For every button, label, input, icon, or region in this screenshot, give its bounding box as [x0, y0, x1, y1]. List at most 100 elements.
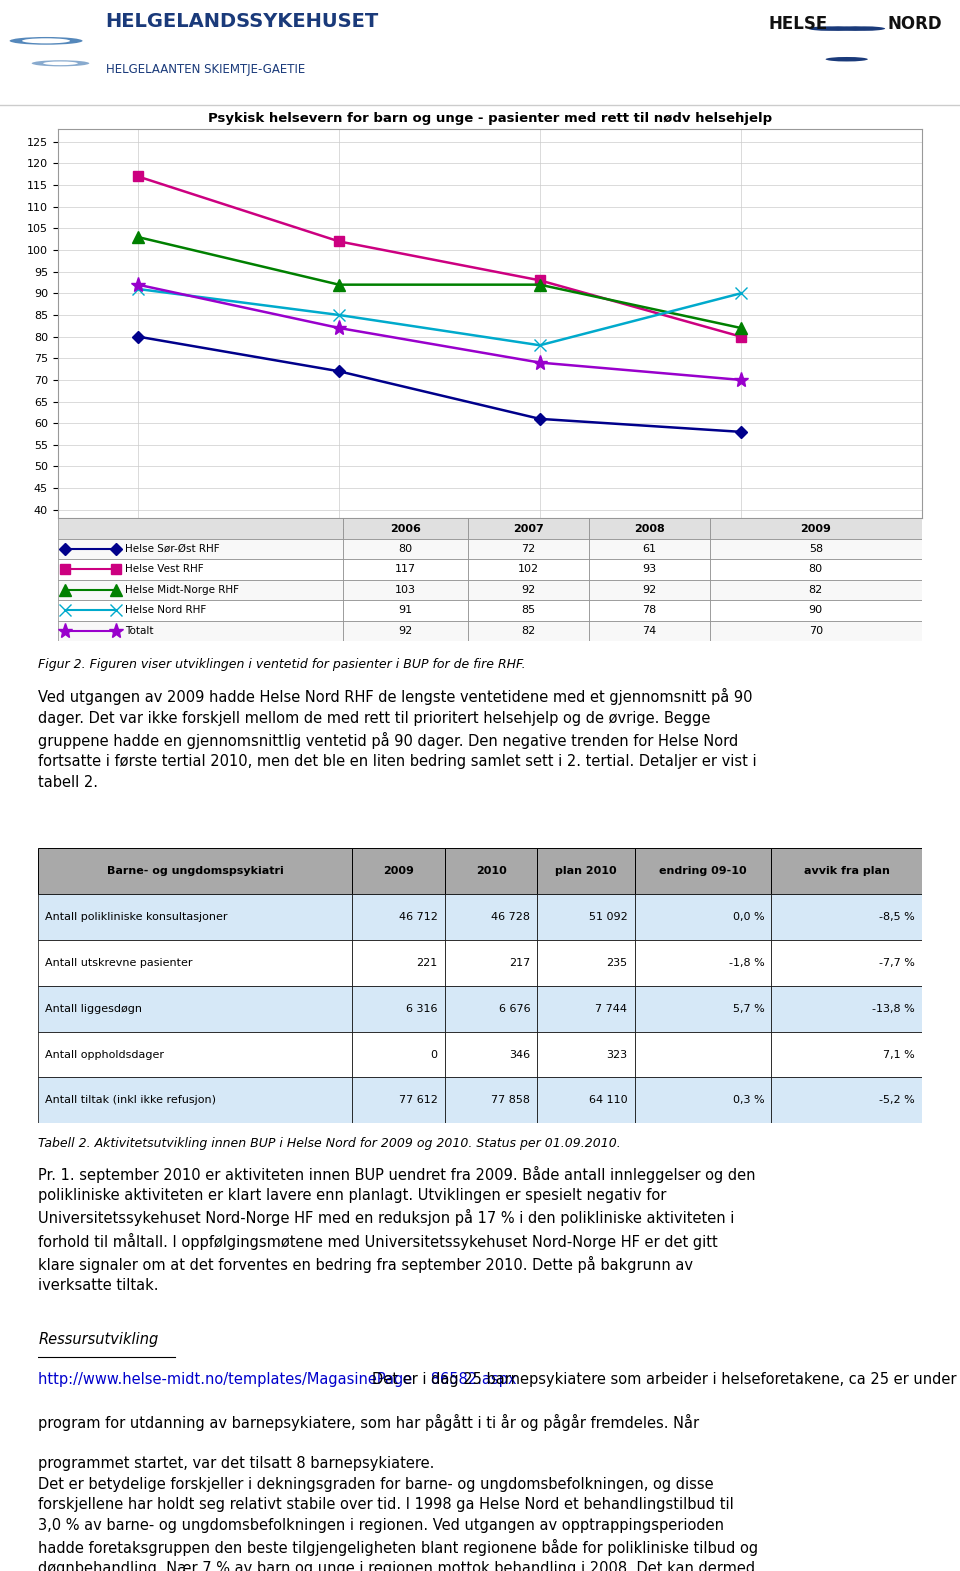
Text: 77 612: 77 612 [398, 1095, 438, 1106]
Text: 92: 92 [642, 584, 657, 595]
Bar [444, 1032, 538, 1078]
Text: http://www.helse-midt.no/templates/MagasinePage    86582.aspx: http://www.helse-midt.no/templates/Magas… [38, 1373, 516, 1387]
Bar [588, 539, 709, 559]
Helse Vest RHF [534, 270, 545, 289]
Circle shape [10, 38, 83, 44]
Bar [709, 518, 922, 539]
Text: program for utdanning av barnepsykiatere, som har pågått i ti år og pågår fremde: program for utdanning av barnepsykiatere… [38, 1414, 700, 1431]
Totalt [132, 275, 144, 294]
Text: 78: 78 [642, 605, 657, 616]
Helse Nord RHF [132, 280, 144, 298]
Bar [343, 621, 468, 641]
Bar [772, 848, 922, 894]
Bar [343, 600, 468, 621]
Text: -13,8 %: -13,8 % [872, 1004, 915, 1013]
Text: 346: 346 [509, 1049, 530, 1059]
Text: 77 858: 77 858 [492, 1095, 530, 1106]
Text: 103: 103 [395, 584, 416, 595]
Bar [588, 559, 709, 580]
Bar [538, 894, 635, 939]
Text: 0: 0 [431, 1049, 438, 1059]
Text: 51 092: 51 092 [588, 913, 628, 922]
Text: -5,2 %: -5,2 % [878, 1095, 915, 1106]
Text: NORD: NORD [887, 16, 942, 33]
Bar [635, 1032, 772, 1078]
Text: 2008: 2008 [634, 523, 665, 534]
Text: 80: 80 [398, 544, 413, 555]
Text: Ved utgangen av 2009 hadde Helse Nord RHF de lengste ventetidene med et gjennoms: Ved utgangen av 2009 hadde Helse Nord RH… [38, 688, 757, 790]
Text: Antall oppholdsdager: Antall oppholdsdager [45, 1049, 164, 1059]
Text: 6 676: 6 676 [498, 1004, 530, 1013]
Text: 64 110: 64 110 [588, 1095, 628, 1106]
Text: HELGELANDSSYKEHUSET: HELGELANDSSYKEHUSET [106, 13, 379, 31]
Bar [58, 600, 343, 621]
Text: 5,7 %: 5,7 % [732, 1004, 764, 1013]
Text: Helse Nord RHF: Helse Nord RHF [125, 605, 206, 616]
Text: programmet startet, var det tilsatt 8 barnepsykiatere.: programmet startet, var det tilsatt 8 ba… [38, 1456, 435, 1470]
Circle shape [22, 38, 70, 44]
Bar [709, 559, 922, 580]
Bar [635, 894, 772, 939]
Bar [58, 621, 343, 641]
Bar [352, 1032, 444, 1078]
Bar [588, 580, 709, 600]
Text: 6 316: 6 316 [406, 1004, 438, 1013]
Bar [352, 848, 444, 894]
Helse Nord RHF [534, 336, 545, 355]
Bar [635, 987, 772, 1032]
Bar [709, 621, 922, 641]
Bar [38, 939, 352, 987]
Text: 46 728: 46 728 [492, 913, 530, 922]
Text: 7 744: 7 744 [595, 1004, 628, 1013]
Text: Barne- og ungdomspsykiatri: Barne- og ungdomspsykiatri [107, 866, 283, 877]
Bar [588, 621, 709, 641]
Text: Helse Vest RHF: Helse Vest RHF [125, 564, 204, 575]
Text: 7,1 %: 7,1 % [883, 1049, 915, 1059]
Helse Midt-Norge RHF [132, 228, 144, 247]
Text: 117: 117 [395, 564, 416, 575]
Helse Sør-Øst RHF [132, 327, 144, 346]
Text: 93: 93 [642, 564, 657, 575]
Helse Nord RHF [333, 305, 345, 324]
Text: 85: 85 [521, 605, 536, 616]
Text: 217: 217 [509, 958, 530, 968]
Bar [38, 848, 352, 894]
Circle shape [808, 27, 851, 31]
Helse Vest RHF [132, 167, 144, 185]
Bar [58, 580, 343, 600]
Text: Antall polikliniske konsultasjoner: Antall polikliniske konsultasjoner [45, 913, 228, 922]
Bar [352, 987, 444, 1032]
Text: -7,7 %: -7,7 % [878, 958, 915, 968]
Text: 92: 92 [398, 625, 413, 636]
Circle shape [43, 61, 78, 64]
Helse Sør-Øst RHF [333, 361, 345, 380]
Bar [635, 1078, 772, 1123]
Text: 90: 90 [808, 605, 823, 616]
Line: Totalt: Totalt [131, 276, 749, 388]
Bar [352, 1078, 444, 1123]
Text: Figur 2. Figuren viser utviklingen i ventetid for pasienter i BUP for de fire RH: Figur 2. Figuren viser utviklingen i ven… [38, 658, 526, 671]
Text: 2010: 2010 [475, 866, 507, 877]
Text: plan 2010: plan 2010 [555, 866, 616, 877]
Text: 92: 92 [521, 584, 536, 595]
Helse Midt-Norge RHF [735, 319, 747, 338]
Bar [538, 848, 635, 894]
Bar [352, 939, 444, 987]
Line: Helse Midt-Norge RHF: Helse Midt-Norge RHF [132, 231, 746, 333]
Text: Tabell 2. Aktivitetsutvikling innen BUP i Helse Nord for 2009 og 2010. Status pe: Tabell 2. Aktivitetsutvikling innen BUP … [38, 1137, 621, 1150]
Bar [468, 600, 588, 621]
Text: -8,5 %: -8,5 % [878, 913, 915, 922]
Bar [588, 600, 709, 621]
Line: Helse Sør-Øst RHF: Helse Sør-Øst RHF [133, 333, 745, 437]
Helse Sør-Øst RHF [534, 410, 545, 429]
Bar [343, 539, 468, 559]
Text: HELGELAANTEN SKIEMTJE-GAETIE: HELGELAANTEN SKIEMTJE-GAETIE [106, 63, 305, 77]
Helse Midt-Norge RHF [333, 275, 345, 294]
Bar [468, 621, 588, 641]
Bar [58, 518, 343, 539]
Helse Midt-Norge RHF [534, 275, 545, 294]
Circle shape [826, 27, 868, 31]
Circle shape [826, 57, 868, 61]
Text: 46 712: 46 712 [398, 913, 438, 922]
Text: 70: 70 [808, 625, 823, 636]
